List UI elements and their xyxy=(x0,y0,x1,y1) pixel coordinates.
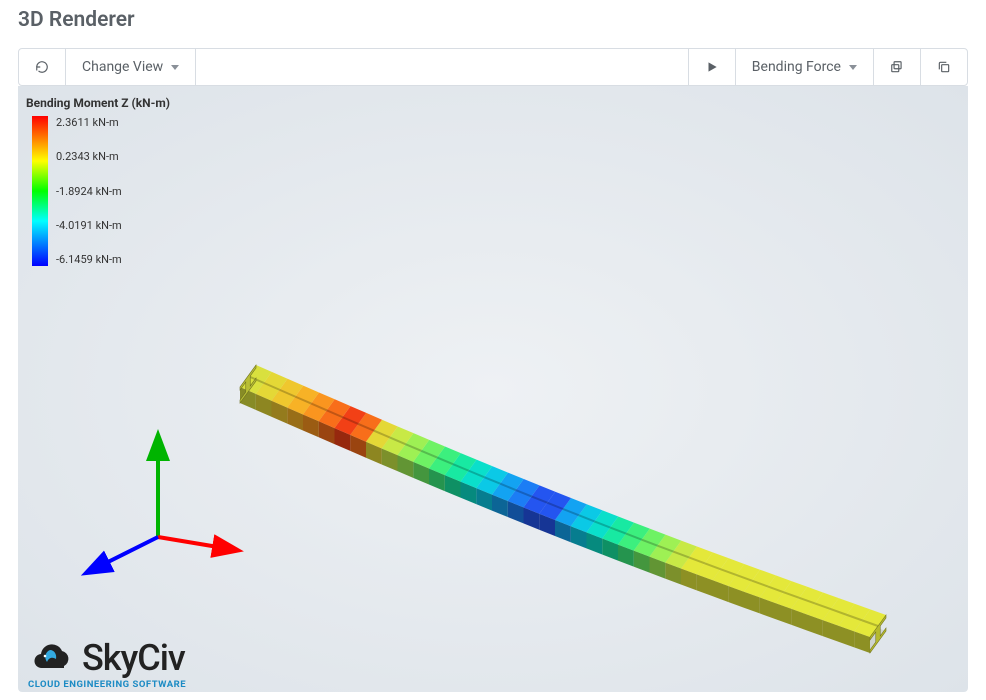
brand-logo: SkyCiv CLOUD ENGINEERING SOFTWARE xyxy=(28,637,186,690)
stack-icon xyxy=(890,60,904,74)
copy-icon xyxy=(937,60,951,74)
toolbar: Change View Bending Force xyxy=(18,48,968,86)
legend-label: -4.0191 kN-m xyxy=(56,219,122,232)
chevron-down-icon xyxy=(849,65,857,70)
axis-z xyxy=(88,537,158,572)
legend-title: Bending Moment Z (kN-m) xyxy=(26,96,170,110)
beam-render xyxy=(218,346,918,666)
toolbar-spacer xyxy=(196,49,689,85)
chevron-down-icon xyxy=(171,65,179,70)
change-view-dropdown[interactable]: Change View xyxy=(66,49,196,85)
legend-gradient-bar xyxy=(32,116,48,266)
axis-x xyxy=(158,537,236,550)
change-view-label: Change View xyxy=(82,59,163,75)
legend-label: 2.3611 kN-m xyxy=(56,116,122,129)
axes-gizmo[interactable] xyxy=(58,422,258,582)
legend-labels: 2.3611 kN-m 0.2343 kN-m -1.8924 kN-m -4.019… xyxy=(56,116,122,266)
app-title: 3D Renderer xyxy=(0,0,986,44)
cloud-icon xyxy=(28,640,76,676)
refresh-icon xyxy=(35,60,49,74)
play-icon xyxy=(705,60,719,74)
legend-label: -6.1459 kN-m xyxy=(56,253,122,266)
play-button[interactable] xyxy=(689,49,736,85)
legend-label: 0.2343 kN-m xyxy=(56,150,122,163)
viewport-3d[interactable]: Bending Moment Z (kN-m) 2.3611 kN-m 0.234… xyxy=(18,86,968,692)
brand-name: SkyCiv xyxy=(82,637,185,679)
force-dropdown[interactable]: Bending Force xyxy=(736,49,874,85)
force-dropdown-label: Bending Force xyxy=(752,59,841,75)
color-legend: Bending Moment Z (kN-m) 2.3611 kN-m 0.234… xyxy=(26,96,170,266)
copy-button[interactable] xyxy=(921,49,967,85)
legend-label: -1.8924 kN-m xyxy=(56,185,122,198)
brand-tagline: CLOUD ENGINEERING SOFTWARE xyxy=(28,679,186,690)
stack-button[interactable] xyxy=(874,49,921,85)
refresh-button[interactable] xyxy=(19,49,66,85)
